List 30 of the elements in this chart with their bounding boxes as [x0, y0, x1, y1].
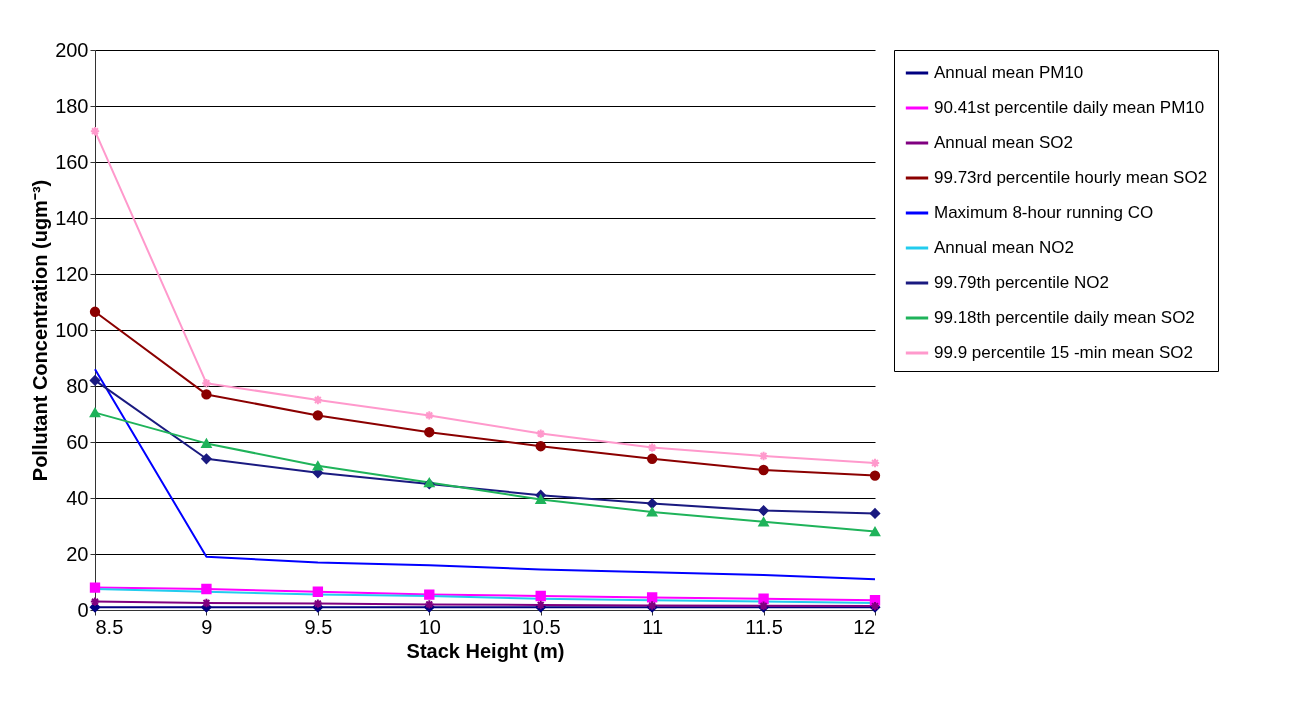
- y-tick-label: 200: [55, 38, 89, 61]
- y-tick-label: 120: [55, 262, 89, 285]
- y-tick-label: 60: [66, 430, 89, 453]
- legend-label: Annual mean SO2: [934, 133, 1073, 152]
- x-axis-title: Stack Height (m): [406, 639, 565, 662]
- y-tick-label: 180: [55, 94, 89, 117]
- legend-label: 99.18th percentile daily mean SO2: [934, 308, 1195, 327]
- x-tick-label: 11.5: [745, 615, 783, 638]
- x-tick-label: 9: [201, 615, 213, 638]
- legend-label: Annual mean PM10: [934, 63, 1084, 82]
- legend-label: 99.9 percentile 15 -min mean SO2: [934, 343, 1193, 362]
- y-axis-title: Pollutant Concentration (ugm⁻³): [29, 179, 52, 482]
- y-tick-label: 40: [66, 486, 89, 509]
- y-tick-label: 140: [55, 206, 89, 229]
- legend-label: 99.73rd percentile hourly mean SO2: [934, 168, 1208, 187]
- x-tick-label: 10.5: [521, 615, 561, 638]
- x-tick-label: 11: [642, 615, 664, 638]
- y-tick-label: 0: [77, 598, 89, 621]
- legend-label: Maximum 8-hour running CO: [934, 203, 1154, 222]
- y-tick-label: 80: [66, 374, 89, 397]
- legend-label: 99.79th percentile NO2: [934, 273, 1109, 292]
- x-tick-label: 10: [418, 615, 441, 638]
- y-tick-label: 160: [55, 150, 89, 173]
- legend-label: 90.41st percentile daily mean PM10: [934, 98, 1205, 117]
- y-tick-label: 100: [55, 318, 89, 341]
- legend-label: Annual mean NO2: [934, 238, 1074, 257]
- x-tick-label: 9.5: [304, 615, 333, 638]
- x-tick-label: 8.5: [95, 615, 124, 638]
- x-tick-label: 12: [853, 615, 876, 638]
- y-tick-label: 20: [66, 542, 89, 565]
